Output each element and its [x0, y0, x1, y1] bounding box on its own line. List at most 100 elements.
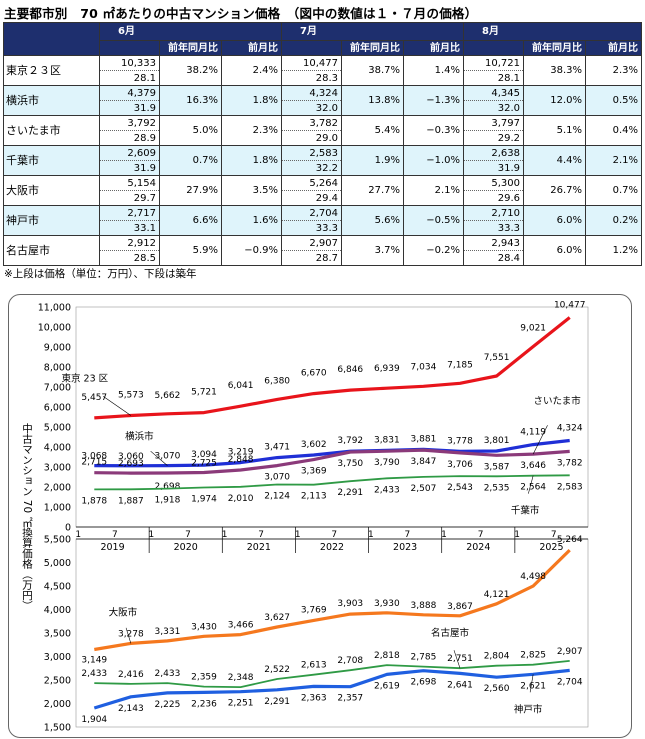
mom-cell: −1.0%: [403, 145, 465, 176]
data-label: 5,573: [118, 391, 144, 401]
price-cell: 10,477: [281, 55, 343, 71]
age-cell: 28.3: [281, 70, 343, 86]
age-cell: 29.0: [281, 130, 343, 146]
data-label: 2,619: [374, 681, 400, 691]
data-label: 2,907: [557, 647, 583, 657]
mom-cell: −0.2%: [403, 235, 465, 266]
data-label: 3,790: [374, 458, 400, 468]
price-cell: 2,704: [281, 205, 343, 221]
age-cell: 29.7: [99, 190, 160, 206]
table-row: 名古屋市 2,912 5.9% −0.9% 2,907 3.7% −0.2% 2,943 6.0…: [3, 235, 643, 266]
mom-cell: −0.9%: [220, 235, 283, 266]
data-label: 3,602: [301, 440, 327, 450]
data-label: 2,641: [447, 680, 473, 690]
sub-header-mom: 前月比: [220, 40, 283, 56]
y-tick-label: 1,000: [44, 503, 71, 514]
data-label: 3,769: [301, 605, 327, 615]
series-line: [94, 448, 570, 475]
yoy-cell: 6.0%: [523, 205, 587, 236]
data-label: 2,708: [337, 656, 363, 666]
table-row: さいたま市 3,792 5.0% 2.3% 3,782 5.4% −0.3% 3,797 5.1…: [3, 115, 643, 146]
y-tick-label: 5,500: [44, 535, 71, 546]
data-label: 3,219: [228, 448, 254, 458]
y-tick-label: 2,000: [44, 699, 71, 710]
y-tick-label: 4,000: [44, 443, 71, 454]
leader-line: [103, 396, 132, 416]
sub-header-blank: [99, 40, 160, 56]
age-cell: 28.1: [463, 70, 525, 86]
data-label: 2,507: [411, 484, 437, 494]
x-tick-label: 7: [551, 530, 557, 540]
table-note: ※上段は価格（単位：万円）、下段は築年: [4, 268, 197, 280]
sub-header-mom: 前月比: [403, 40, 465, 56]
data-label: 2,704: [557, 677, 583, 687]
table-row-age: 33.1 33.3 33.3: [4, 220, 642, 236]
data-label: 2,613: [301, 661, 327, 671]
yoy-cell: 26.7%: [523, 175, 587, 206]
data-label: 2,583: [557, 482, 583, 492]
yoy-cell: 27.9%: [159, 175, 222, 206]
series-label: さいたま市: [534, 395, 582, 407]
y-tick-label: 8,000: [44, 363, 71, 374]
data-label: 2,291: [337, 488, 363, 498]
y-tick-label: 4,500: [44, 582, 71, 593]
data-label: 3,471: [264, 443, 290, 453]
data-label: 3,750: [337, 459, 363, 469]
data-label: 3,867: [447, 602, 473, 612]
yoy-cell: 27.7%: [341, 175, 405, 206]
mom-cell: 1.8%: [220, 145, 283, 176]
data-label: 2,010: [228, 494, 254, 504]
sub-header-yoy: 前年同月比: [159, 40, 222, 56]
data-label: 2,785: [411, 653, 437, 663]
data-label: 2,560: [484, 684, 510, 694]
x-tick-label: 1: [295, 530, 301, 540]
data-label: 2,698: [411, 678, 437, 688]
mom-cell: −0.5%: [403, 205, 465, 236]
age-cell: 29.6: [463, 190, 525, 206]
data-label: 6,939: [374, 364, 400, 374]
data-label: 2,825: [520, 651, 546, 661]
x-tick-label: 1: [368, 530, 374, 540]
series-label: 神戸市: [514, 703, 543, 715]
series-line: [94, 316, 571, 420]
plot-frame: [75, 306, 589, 528]
data-label: 3,070: [264, 473, 290, 483]
data-label: 2,535: [484, 483, 510, 493]
yoy-cell: 6.0%: [523, 235, 587, 266]
year-label: 2020: [174, 542, 198, 553]
price-cell: 10,333: [99, 55, 160, 71]
data-label: 2,359: [191, 673, 217, 683]
sub-header-blank: [281, 40, 343, 56]
data-label: 2,433: [81, 669, 107, 679]
series-label: 名古屋市: [431, 627, 470, 639]
data-label: 1,918: [155, 496, 181, 506]
data-label: 2,725: [191, 459, 217, 469]
data-label: 2,818: [374, 651, 400, 661]
yoy-cell: 1.9%: [341, 145, 405, 176]
data-label: 3,930: [374, 599, 400, 609]
price-cell: 2,638: [463, 145, 525, 161]
price-cell: 4,379: [99, 85, 160, 101]
price-cell: 4,324: [281, 85, 343, 101]
table-row: 大阪市 5,154 27.9% 3.5% 5,264 27.7% 2.1% 5,300 26.7…: [3, 175, 643, 206]
data-label: 2,416: [118, 670, 144, 680]
data-label: 2,564: [520, 483, 546, 493]
table-row-age: 28.1 28.3 28.1: [4, 70, 642, 86]
table-row-age: 28.9 29.0 29.2: [4, 130, 642, 146]
price-cell: 2,609: [99, 145, 160, 161]
data-label: 2,225: [155, 700, 181, 710]
data-label: 3,801: [484, 436, 510, 446]
data-label: 2,357: [337, 694, 363, 704]
age-cell: 31.9: [463, 160, 525, 176]
data-label: 5,264: [557, 535, 583, 545]
data-label: 4,498: [520, 572, 546, 582]
leader-line: [150, 450, 168, 466]
leader-line: [453, 650, 461, 669]
table-corner: [3, 22, 100, 56]
y-tick-label: 2,000: [44, 483, 71, 494]
mom-cell: −1.3%: [403, 85, 465, 116]
data-label: 9,021: [520, 324, 546, 334]
month-header: 8月: [463, 22, 643, 41]
mom-cell: 3.5%: [220, 175, 283, 206]
age-cell: 33.1: [99, 220, 160, 236]
